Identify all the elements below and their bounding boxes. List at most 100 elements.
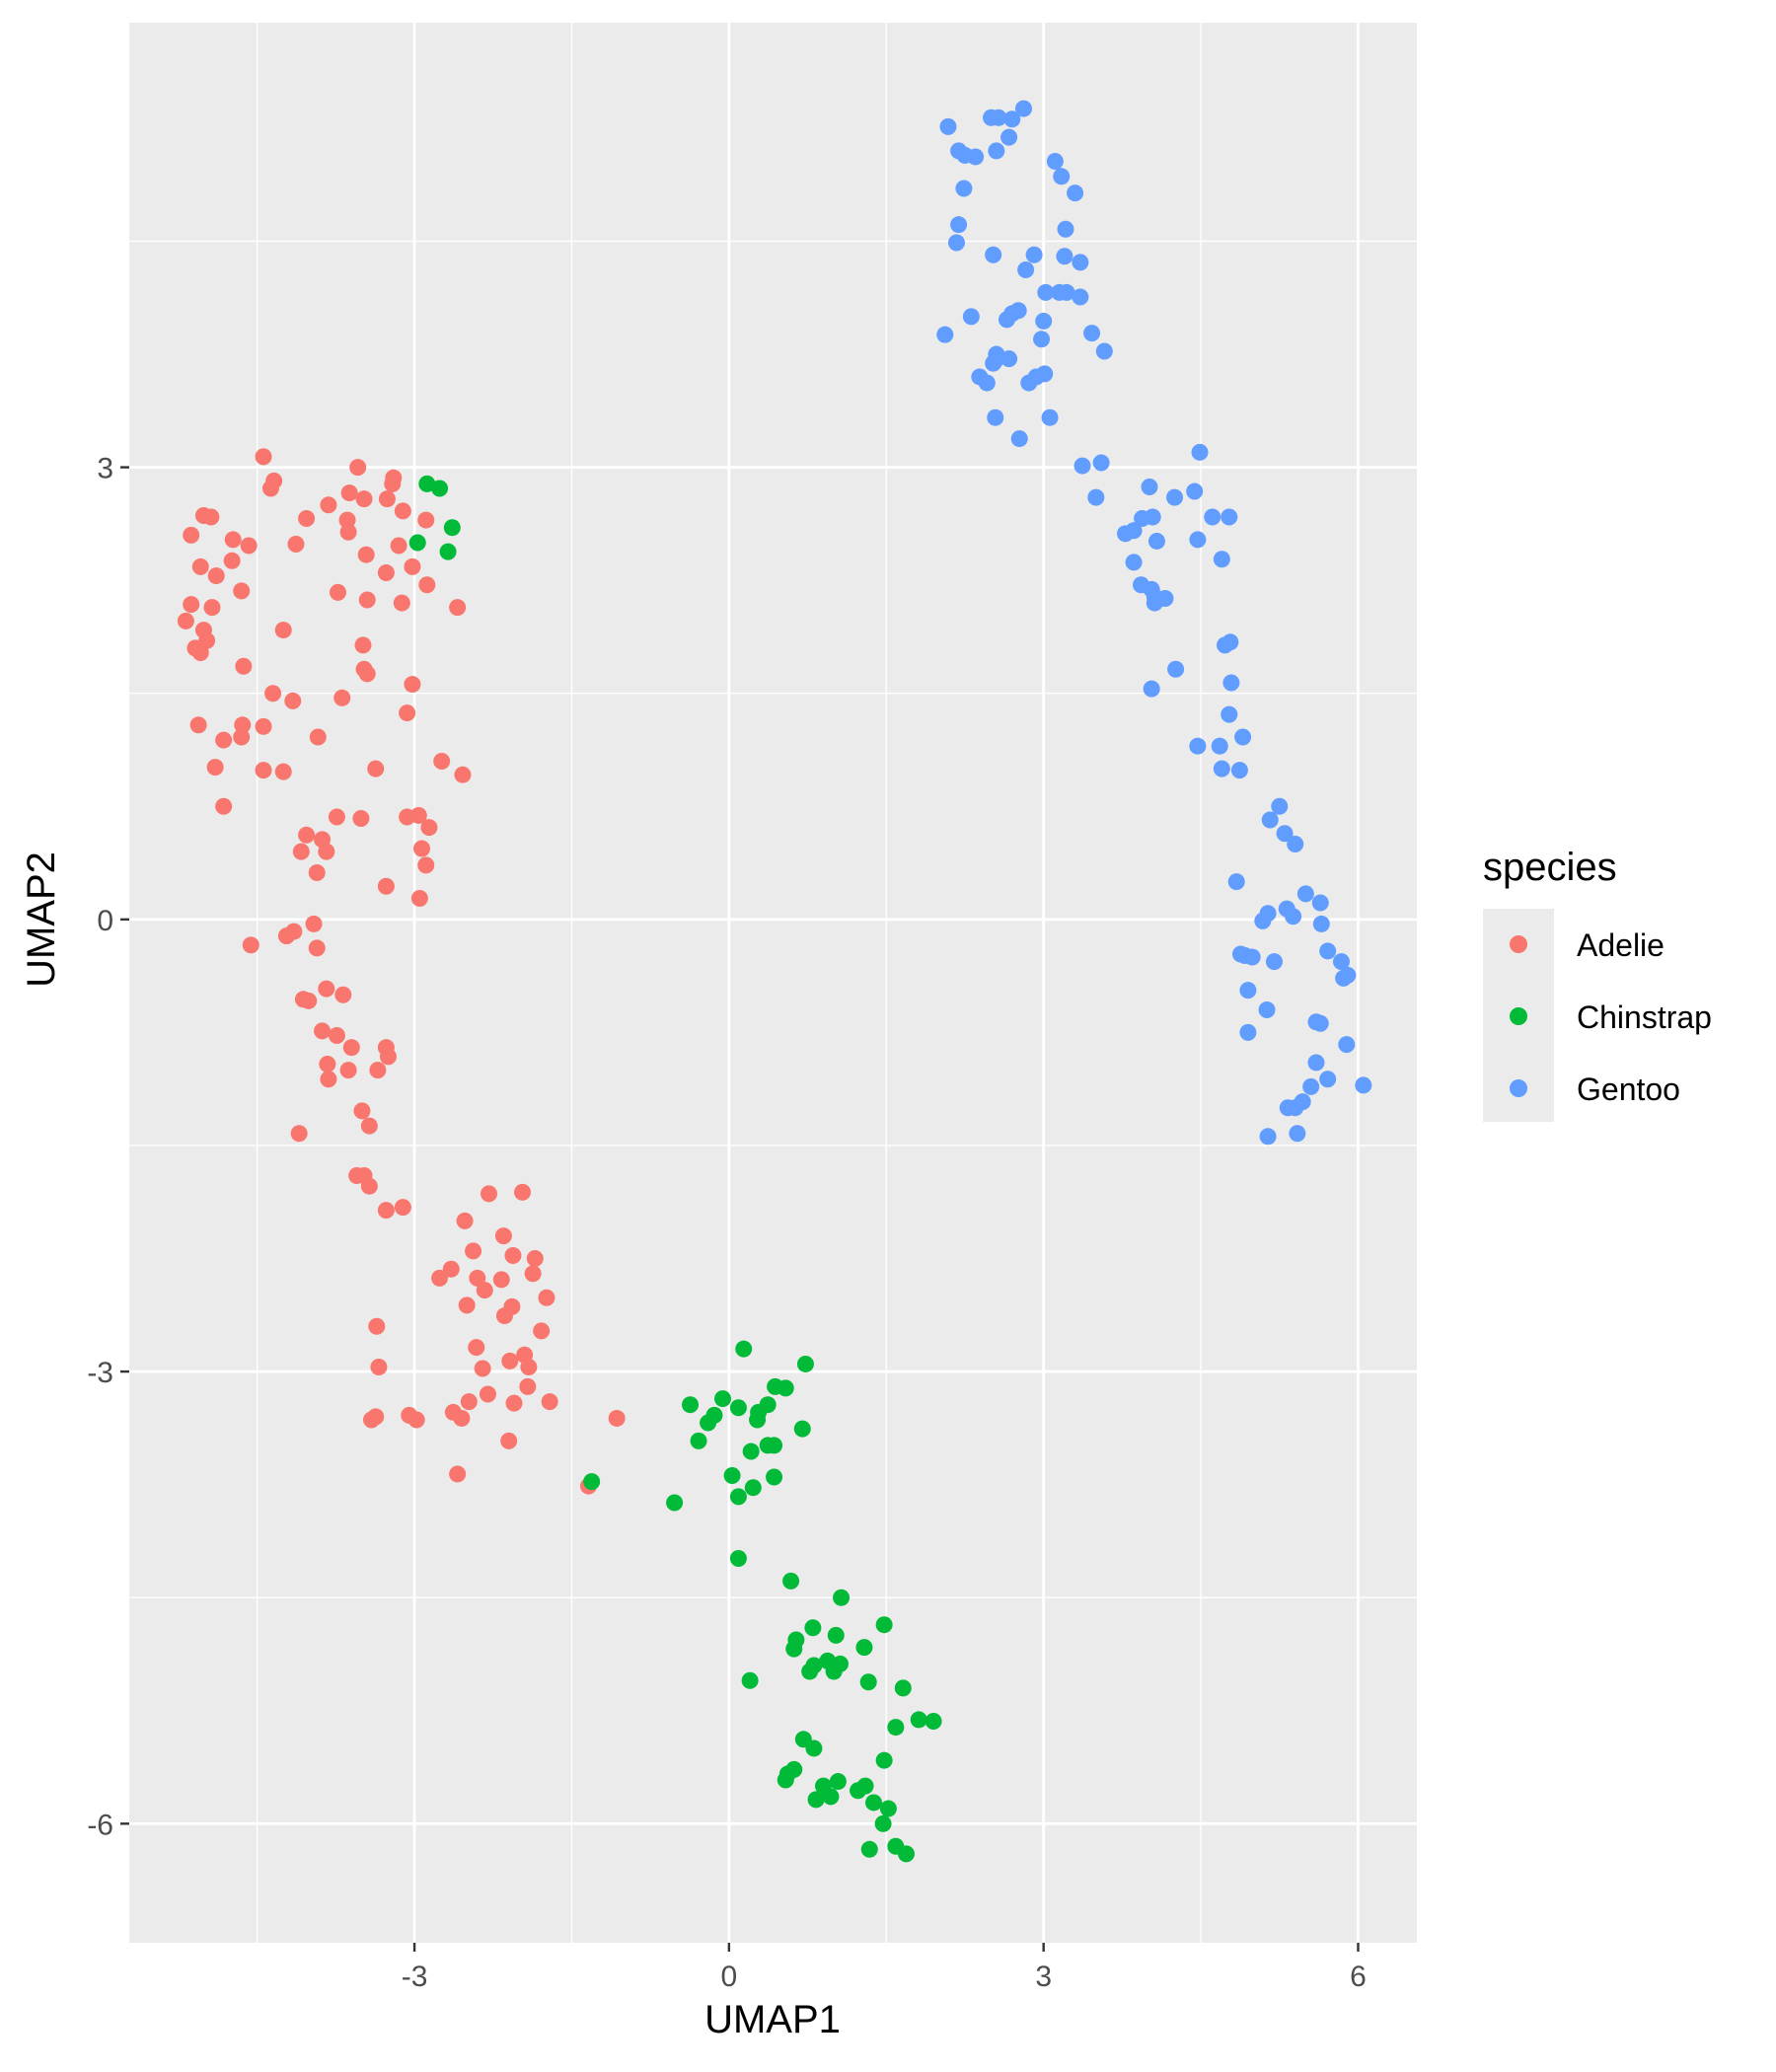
point-chinstrap	[766, 1468, 783, 1486]
point-gentoo	[1265, 953, 1283, 971]
point-adelie	[500, 1432, 518, 1449]
point-chinstrap	[713, 1390, 731, 1408]
point-adelie	[329, 583, 346, 601]
y-tick-label: 0	[97, 905, 113, 937]
point-adelie	[215, 731, 233, 749]
point-adelie	[407, 1411, 425, 1429]
point-adelie	[352, 810, 370, 828]
point-gentoo	[967, 148, 985, 166]
point-adelie	[362, 1411, 380, 1429]
point-chinstrap	[744, 1479, 762, 1497]
point-adelie	[233, 582, 251, 600]
point-adelie	[468, 1339, 485, 1357]
point-gentoo	[1141, 478, 1158, 495]
point-adelie	[358, 591, 376, 609]
point-adelie	[410, 889, 428, 907]
point-adelie	[242, 936, 259, 954]
point-chinstrap	[796, 1355, 814, 1372]
point-adelie	[431, 1269, 449, 1287]
point-chinstrap	[742, 1443, 760, 1460]
point-gentoo	[1189, 737, 1207, 755]
point-gentoo	[1073, 457, 1091, 475]
point-adelie	[369, 1062, 387, 1079]
point-adelie	[340, 484, 358, 502]
point-gentoo	[1261, 811, 1279, 829]
point-gentoo	[1014, 100, 1032, 117]
point-chinstrap	[829, 1773, 847, 1791]
point-gentoo	[936, 326, 954, 343]
point-adelie	[377, 564, 395, 582]
point-adelie	[240, 537, 258, 555]
point-chinstrap	[785, 1640, 803, 1658]
point-gentoo	[1146, 594, 1163, 612]
point-gentoo	[1000, 128, 1018, 146]
legend: species Adelie Chinstrap Gentoo	[1483, 846, 1712, 1122]
point-adelie	[360, 1117, 378, 1135]
point-gentoo	[1092, 454, 1110, 472]
point-gentoo	[1035, 312, 1053, 330]
point-adelie	[417, 511, 435, 529]
point-chinstrap	[860, 1840, 878, 1858]
point-adelie	[215, 797, 233, 815]
point-adelie	[320, 496, 337, 514]
point-gentoo	[1287, 835, 1304, 852]
point-gentoo	[1296, 885, 1314, 903]
point-adelie	[235, 657, 253, 675]
point-adelie	[318, 980, 335, 998]
point-adelie	[338, 511, 356, 529]
point-chinstrap	[859, 1673, 877, 1691]
point-gentoo	[1230, 762, 1248, 779]
point-adelie	[390, 537, 407, 555]
legend-item-adelie: Adelie	[1510, 927, 1665, 963]
point-gentoo	[985, 246, 1002, 263]
point-chinstrap	[822, 1788, 840, 1806]
point-gentoo	[1276, 825, 1294, 843]
point-chinstrap	[723, 1466, 741, 1484]
y-axis-ticks: -6 -3 0 3	[87, 453, 129, 1841]
point-chinstrap	[875, 1751, 893, 1769]
point-adelie	[308, 863, 326, 881]
point-adelie	[183, 596, 200, 614]
point-chinstrap	[875, 1616, 893, 1634]
minor-gridlines	[129, 23, 1417, 1943]
point-adelie	[353, 1102, 371, 1120]
point-chinstrap	[749, 1411, 767, 1429]
legend-label: Adelie	[1577, 927, 1665, 963]
point-chinstrap	[583, 1473, 601, 1491]
point-gentoo	[1020, 374, 1038, 392]
point-adelie	[474, 1360, 491, 1377]
point-adelie	[314, 1022, 332, 1040]
point-adelie	[476, 1282, 493, 1299]
point-chinstrap	[729, 1488, 747, 1506]
point-gentoo	[1033, 331, 1051, 348]
point-gentoo	[1239, 982, 1257, 999]
point-adelie	[417, 856, 435, 874]
point-adelie	[449, 599, 467, 617]
point-adelie	[524, 1265, 542, 1283]
point-chinstrap	[801, 1663, 819, 1680]
point-gentoo	[1189, 531, 1207, 549]
point-gentoo	[1243, 948, 1261, 966]
point-gentoo	[1271, 797, 1289, 815]
point-gentoo	[1000, 350, 1018, 368]
point-chinstrap	[874, 1814, 892, 1832]
point-adelie	[433, 752, 451, 770]
point-adelie	[261, 480, 279, 497]
point-adelie	[420, 819, 438, 837]
point-adelie	[469, 1269, 486, 1287]
point-gentoo	[1338, 1036, 1356, 1054]
plot-panel-background	[129, 23, 1417, 1943]
point-adelie	[223, 552, 241, 569]
point-gentoo	[1213, 760, 1230, 777]
point-gentoo	[1117, 525, 1135, 543]
x-axis-title: UMAP1	[704, 1998, 841, 2041]
point-adelie	[274, 622, 292, 639]
point-gentoo	[1072, 288, 1089, 306]
point-adelie	[399, 704, 416, 722]
point-gentoo	[1134, 510, 1151, 528]
point-adelie	[456, 1212, 474, 1229]
point-adelie	[608, 1409, 626, 1427]
point-chinstrap	[408, 534, 426, 552]
point-adelie	[404, 557, 421, 575]
